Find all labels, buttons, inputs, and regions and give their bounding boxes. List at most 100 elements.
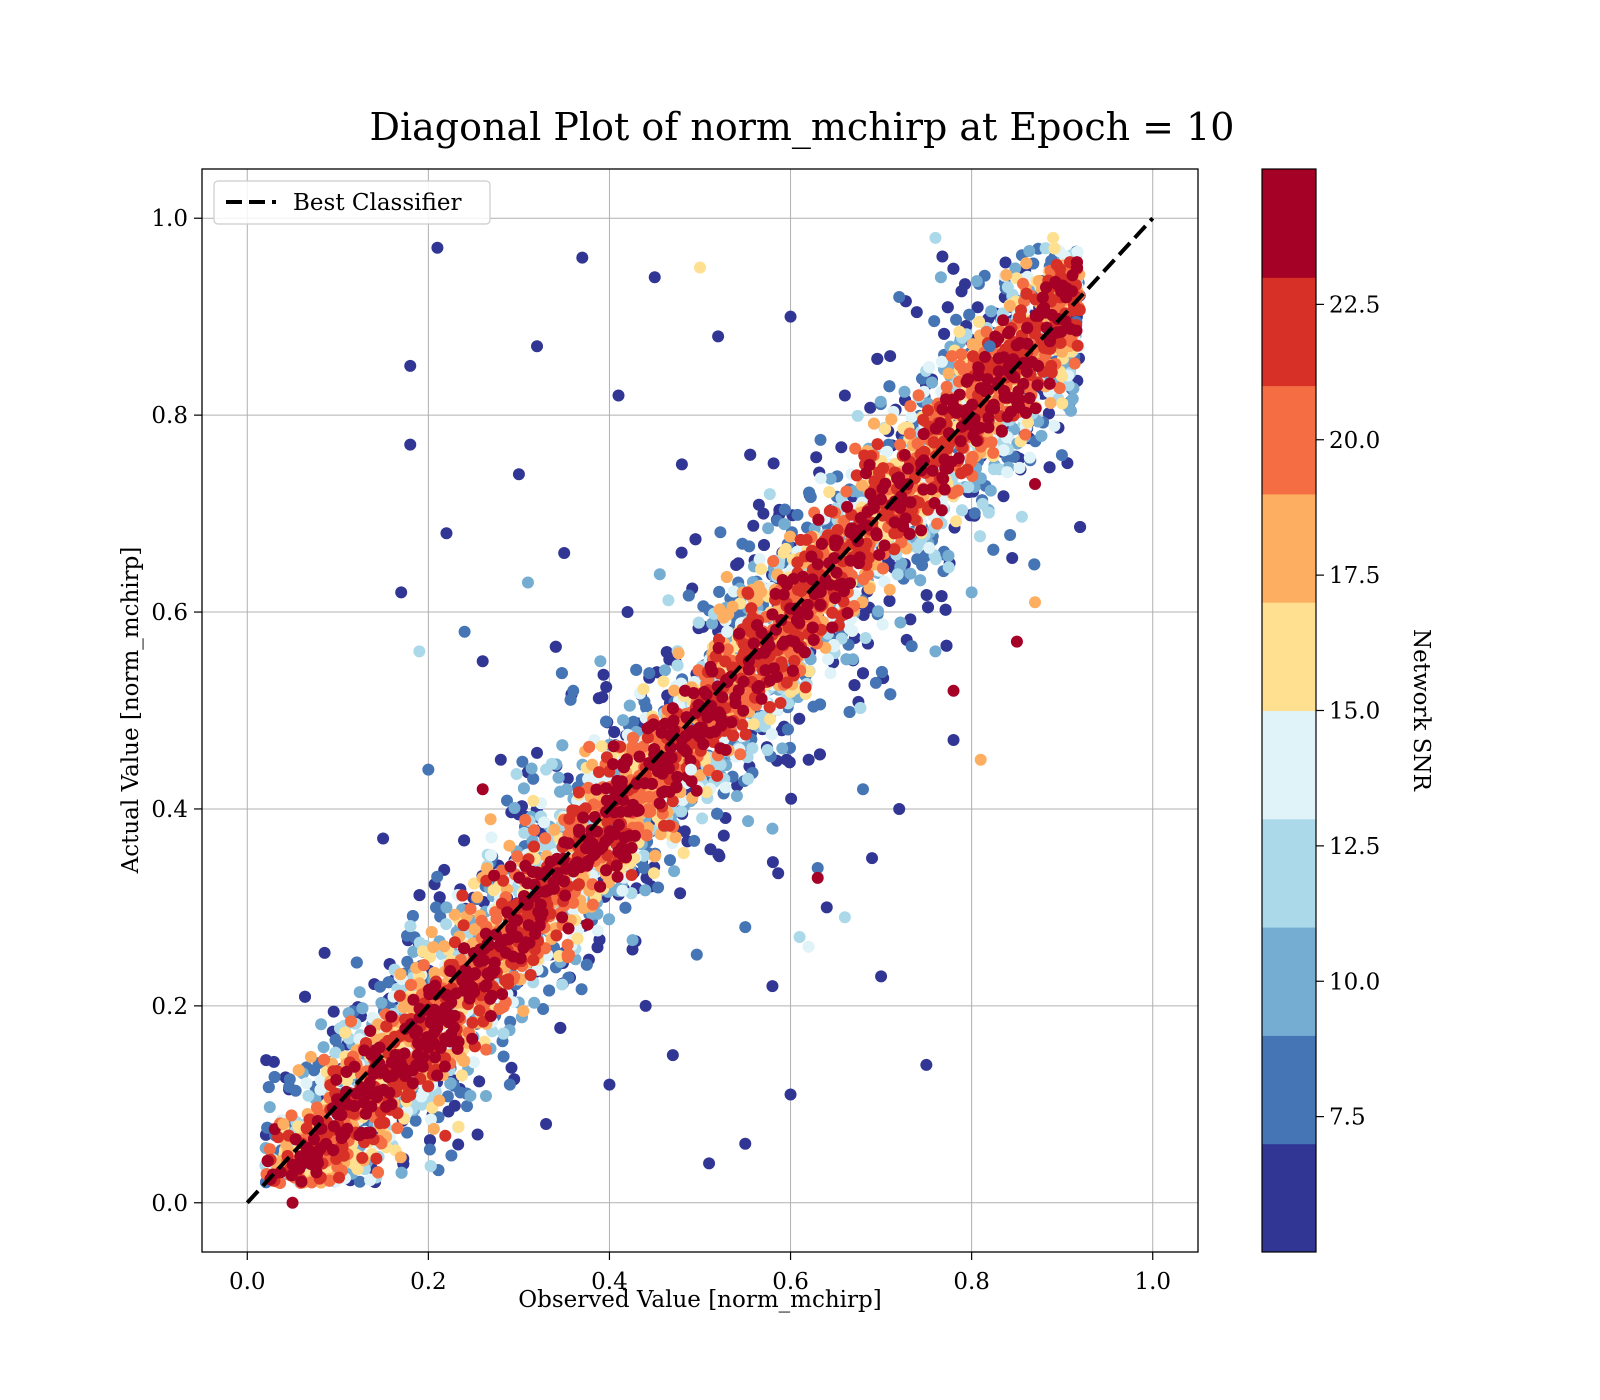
scatter-point xyxy=(300,1077,313,1090)
scatter-point xyxy=(653,568,666,581)
scatter-point xyxy=(626,934,639,947)
scatter-point xyxy=(663,653,676,666)
scatter-point xyxy=(997,490,1010,503)
scatter-point xyxy=(807,700,820,713)
scatter-point xyxy=(763,488,776,501)
scatter-point xyxy=(814,433,827,446)
scatter-point xyxy=(1013,461,1026,474)
scatter-point xyxy=(315,1018,328,1031)
scatter-point xyxy=(327,1005,340,1018)
scatter-point xyxy=(711,807,724,820)
scatter-point xyxy=(1056,397,1069,410)
scatter-point xyxy=(501,794,513,807)
scatter-point xyxy=(766,856,779,869)
scatter-point xyxy=(517,782,530,795)
scatter-point xyxy=(608,726,621,738)
scatter-point xyxy=(1022,416,1034,429)
scatter-point xyxy=(262,1081,275,1094)
scatter-point xyxy=(688,834,701,847)
scatter-point xyxy=(706,617,719,630)
scatter-point xyxy=(765,728,778,741)
scatter-point xyxy=(364,1174,377,1186)
scatter-point xyxy=(762,522,775,535)
scatter-point xyxy=(810,451,823,464)
scatter-point xyxy=(758,539,770,551)
scatter-point xyxy=(876,618,889,631)
scatter-point xyxy=(963,308,976,321)
scatter-point xyxy=(401,1126,414,1139)
scatter-point xyxy=(452,1138,465,1151)
scatter-point xyxy=(871,352,884,365)
scatter-point xyxy=(423,1143,436,1156)
scatter-point xyxy=(713,585,726,598)
scatter-point xyxy=(471,1128,484,1141)
scatter-point xyxy=(549,640,562,653)
scatter-point xyxy=(985,305,998,318)
scatter-point xyxy=(824,667,837,680)
scatter-point xyxy=(934,271,947,284)
scatter-point xyxy=(484,849,497,862)
scatter-point xyxy=(730,559,743,571)
scatter-points xyxy=(259,242,1087,1189)
scatter-point xyxy=(675,546,688,559)
scatter-point xyxy=(1048,419,1061,432)
scatter-point xyxy=(406,910,419,922)
scatter-point xyxy=(659,664,671,677)
scatter-point xyxy=(835,441,848,454)
scatter-point xyxy=(1015,510,1028,523)
scatter-point xyxy=(778,518,791,531)
scatter-point xyxy=(923,361,936,374)
scatter-point xyxy=(564,693,577,706)
scatter-point xyxy=(619,901,632,914)
scatter-point xyxy=(1023,245,1036,257)
scatter-point xyxy=(1042,407,1055,420)
scatter-point xyxy=(999,256,1012,269)
scatter-point xyxy=(1066,392,1079,405)
scatter-point xyxy=(1035,429,1048,442)
scatter-point xyxy=(905,640,918,653)
scatter-point xyxy=(755,563,768,576)
scatter-point xyxy=(616,884,629,897)
scatter-point xyxy=(458,834,471,847)
scatter-point xyxy=(480,1090,492,1102)
scatter-point xyxy=(625,887,638,900)
scatter-point xyxy=(783,756,796,769)
scatter-point xyxy=(922,601,934,614)
scatter-point xyxy=(430,901,442,914)
scatter-point xyxy=(822,653,834,666)
scatter-point xyxy=(440,918,453,931)
scatter-point xyxy=(591,924,604,937)
scatter-point xyxy=(600,681,613,693)
scatter-point xyxy=(895,557,908,570)
scatter-point xyxy=(617,714,630,727)
scatter-point xyxy=(639,884,652,897)
scatter-point xyxy=(730,790,743,802)
scatter-point xyxy=(920,589,933,601)
scatter-point xyxy=(976,497,989,510)
scatter-point xyxy=(648,867,660,880)
scatter-point xyxy=(869,676,882,689)
scatter-point xyxy=(781,723,794,736)
scatter-point xyxy=(905,411,918,423)
scatter-point xyxy=(652,881,665,894)
scatter-point xyxy=(874,395,887,408)
scatter-point xyxy=(600,715,613,728)
scatter-point xyxy=(356,1002,369,1015)
scatter-point xyxy=(268,1071,281,1083)
scatter-point xyxy=(505,1061,518,1074)
scatter-point xyxy=(527,794,540,807)
scatter-point xyxy=(956,504,968,517)
scatter-point xyxy=(444,1077,457,1090)
scatter-point xyxy=(424,1134,436,1147)
scatter-point xyxy=(942,561,955,574)
scatter-point xyxy=(317,1041,330,1054)
scatter-point xyxy=(767,457,780,470)
scatter-point xyxy=(785,792,798,805)
scatter-point xyxy=(772,867,785,880)
scatter-point xyxy=(804,491,817,503)
scatter-point xyxy=(747,718,760,731)
scatter-point xyxy=(643,667,656,680)
scatter-point xyxy=(791,508,804,521)
scatter-point xyxy=(879,422,892,435)
scatter-point xyxy=(704,843,717,856)
